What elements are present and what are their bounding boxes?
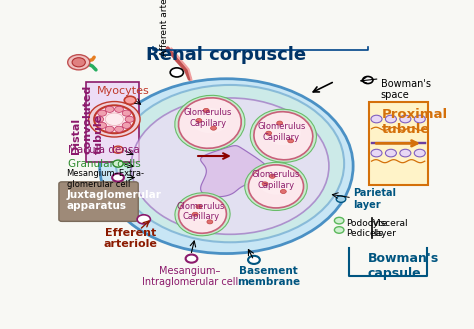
FancyBboxPatch shape [86,82,139,162]
Circle shape [371,149,382,157]
Circle shape [414,115,425,123]
Text: Efferent
arteriole: Efferent arteriole [104,228,158,249]
Circle shape [115,106,123,113]
Circle shape [122,122,131,128]
Ellipse shape [266,121,301,145]
Circle shape [334,217,344,224]
Polygon shape [201,146,269,197]
Text: Glomerulus
Capillary: Glomerulus Capillary [176,202,225,221]
Text: Renal corpuscle: Renal corpuscle [146,46,307,64]
Circle shape [281,190,286,193]
Circle shape [414,149,425,157]
Ellipse shape [179,195,227,233]
Circle shape [334,227,344,233]
Circle shape [116,85,344,242]
Ellipse shape [191,108,228,133]
Ellipse shape [259,173,292,195]
Text: Mesangium–Extra-
glomerular cell: Mesangium–Extra- glomerular cell [66,169,145,189]
Circle shape [269,174,275,178]
Text: Visceral
layer: Visceral layer [374,218,409,238]
Circle shape [266,131,272,135]
Circle shape [207,220,213,224]
Circle shape [192,212,198,216]
Text: Mesangium–
Intraglomerular cell: Mesangium– Intraglomerular cell [142,266,238,287]
Ellipse shape [250,109,317,162]
Ellipse shape [248,165,303,208]
Circle shape [210,126,217,130]
Text: Basement
membrane: Basement membrane [237,266,300,287]
Circle shape [385,115,396,123]
Circle shape [113,146,123,153]
Circle shape [72,58,85,67]
Text: Myocytes: Myocytes [97,87,150,96]
Circle shape [113,160,123,167]
Circle shape [124,96,136,104]
Circle shape [262,182,268,186]
Text: Proximal
tubule: Proximal tubule [382,108,448,136]
Circle shape [94,105,135,133]
Circle shape [336,196,346,202]
Text: Parietal
layer: Parietal layer [353,188,396,210]
Circle shape [89,102,140,137]
Ellipse shape [254,112,313,160]
Circle shape [196,118,202,123]
Circle shape [137,215,150,224]
Circle shape [98,110,107,116]
Ellipse shape [175,193,230,236]
Circle shape [115,126,123,132]
Circle shape [170,68,183,77]
Ellipse shape [245,162,307,211]
Text: Granular cells: Granular cells [68,159,141,168]
Ellipse shape [188,202,217,221]
Text: Glomerulus
Capillary: Glomerulus Capillary [252,170,300,190]
Text: Distal
convoluted
tubule: Distal convoluted tubule [71,85,104,154]
Circle shape [385,149,396,157]
Text: Pedicels: Pedicels [346,229,383,238]
Circle shape [100,79,353,254]
Ellipse shape [175,95,245,151]
Circle shape [248,256,260,264]
Circle shape [400,115,411,123]
Circle shape [288,139,293,143]
Circle shape [105,113,123,126]
Ellipse shape [178,98,241,148]
Text: Bowman's
space: Bowman's space [381,79,431,100]
Text: Glomerulus
Capillary: Glomerulus Capillary [184,108,232,128]
Text: Podocyte: Podocyte [346,219,388,228]
Circle shape [112,173,124,182]
Circle shape [122,110,131,116]
Circle shape [125,116,134,122]
Circle shape [186,255,197,263]
Circle shape [95,116,104,122]
Circle shape [277,121,283,125]
Text: Glomerulus
Capillary: Glomerulus Capillary [257,122,306,142]
FancyBboxPatch shape [369,102,428,185]
Text: Afferent arteriole: Afferent arteriole [160,0,169,56]
Circle shape [196,205,202,209]
Circle shape [203,108,209,113]
Text: Bowman's
capsule: Bowman's capsule [368,252,439,280]
Circle shape [400,149,411,157]
Circle shape [363,76,373,84]
Circle shape [371,115,382,123]
Text: Juxtaglomerular
apparatus: Juxtaglomerular apparatus [66,190,162,211]
Text: Macula densa: Macula densa [68,145,140,155]
Circle shape [105,106,114,113]
Circle shape [68,55,90,70]
Circle shape [105,126,114,132]
FancyBboxPatch shape [59,182,138,221]
Circle shape [131,98,329,234]
Circle shape [98,122,107,128]
